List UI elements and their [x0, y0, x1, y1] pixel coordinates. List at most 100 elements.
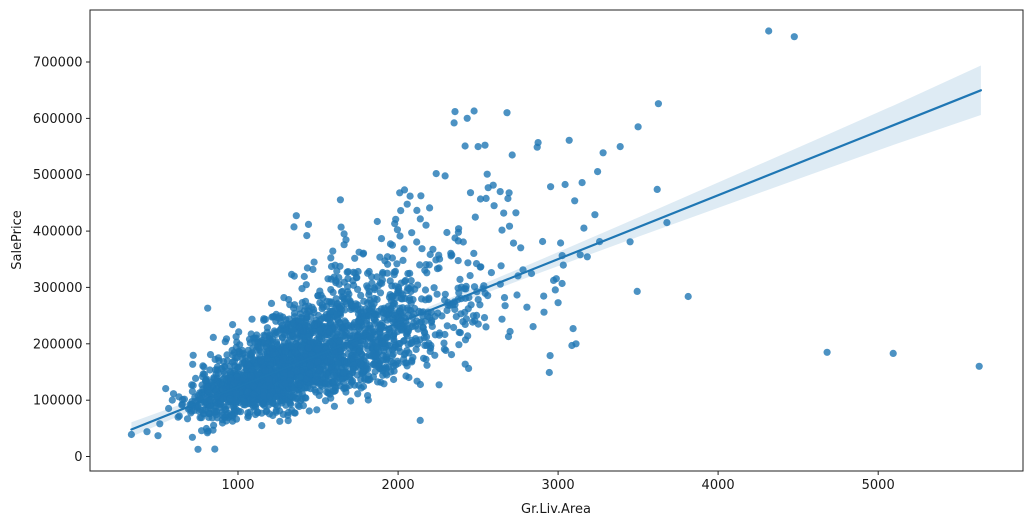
data-point — [265, 375, 273, 383]
data-point — [684, 292, 692, 301]
data-point — [198, 427, 206, 435]
data-point — [392, 215, 400, 223]
data-point — [268, 344, 277, 353]
data-point — [290, 309, 299, 317]
data-point — [343, 268, 351, 276]
data-point — [386, 277, 394, 285]
data-point — [416, 416, 424, 424]
data-point — [377, 235, 386, 243]
data-point — [450, 119, 458, 127]
data-point — [399, 256, 407, 264]
data-point — [307, 313, 315, 321]
data-point — [333, 330, 341, 338]
data-point — [314, 358, 322, 366]
data-point — [253, 409, 262, 417]
data-point — [227, 374, 235, 382]
y-tick-label: 400000 — [33, 225, 83, 240]
data-point — [464, 332, 472, 340]
data-point — [634, 123, 642, 131]
data-point — [239, 374, 247, 382]
data-point — [344, 294, 352, 302]
data-point — [482, 323, 490, 331]
data-point — [422, 221, 430, 229]
data-point — [405, 296, 413, 305]
data-point — [540, 308, 548, 316]
data-point — [451, 108, 459, 116]
data-point — [340, 241, 348, 249]
data-point — [440, 339, 448, 347]
data-point — [481, 141, 489, 149]
regression-line — [130, 89, 983, 431]
data-point — [381, 257, 389, 265]
data-point — [374, 344, 382, 352]
data-point — [396, 348, 404, 356]
data-point — [476, 263, 484, 271]
data-point — [293, 367, 301, 375]
data-point — [342, 363, 350, 371]
data-point — [288, 325, 296, 334]
data-point — [480, 314, 489, 322]
data-point — [654, 100, 663, 108]
data-point — [393, 260, 401, 268]
data-point — [356, 359, 365, 368]
data-point — [554, 299, 562, 307]
data-point — [206, 351, 215, 359]
data-point — [509, 239, 518, 247]
data-point — [406, 269, 414, 277]
data-point — [354, 306, 362, 314]
data-point — [211, 445, 219, 453]
data-point — [663, 219, 671, 227]
data-point — [311, 386, 319, 394]
data-point — [376, 289, 385, 297]
data-point — [227, 411, 235, 419]
data-point — [362, 319, 370, 327]
data-point — [400, 245, 408, 253]
data-point — [425, 294, 433, 302]
data-point — [244, 388, 252, 396]
data-point — [211, 408, 219, 416]
data-point — [387, 305, 395, 313]
data-point — [402, 372, 410, 380]
data-point — [418, 295, 426, 303]
data-point — [256, 351, 264, 359]
data-point — [364, 396, 372, 404]
data-point — [291, 301, 299, 309]
data-point — [292, 335, 301, 343]
data-point — [337, 288, 345, 296]
data-point — [500, 209, 508, 217]
data-point — [342, 300, 350, 308]
data-point — [583, 253, 591, 261]
data-point — [199, 362, 207, 370]
data-point — [249, 382, 257, 390]
data-point — [219, 394, 227, 402]
data-point — [441, 172, 449, 180]
data-point — [261, 315, 269, 323]
data-point — [214, 354, 222, 362]
data-point — [350, 354, 358, 362]
data-point — [325, 328, 333, 336]
data-point — [471, 213, 479, 221]
x-tick-label: 4000 — [702, 478, 735, 493]
data-point — [633, 287, 641, 295]
data-point — [411, 285, 419, 293]
data-point — [222, 417, 230, 425]
data-point — [278, 333, 286, 341]
data-point — [383, 371, 391, 379]
data-point — [393, 357, 401, 365]
data-point — [474, 296, 482, 304]
data-point — [539, 237, 547, 246]
data-point — [534, 139, 542, 147]
data-point — [346, 373, 354, 381]
data-point — [221, 406, 229, 414]
data-point — [469, 318, 477, 326]
data-point — [505, 222, 514, 230]
data-point — [378, 276, 386, 284]
data-point — [464, 259, 472, 267]
data-point — [390, 324, 398, 332]
data-point — [366, 296, 374, 304]
data-point — [501, 302, 509, 310]
data-point — [395, 285, 403, 293]
data-point — [192, 374, 200, 382]
